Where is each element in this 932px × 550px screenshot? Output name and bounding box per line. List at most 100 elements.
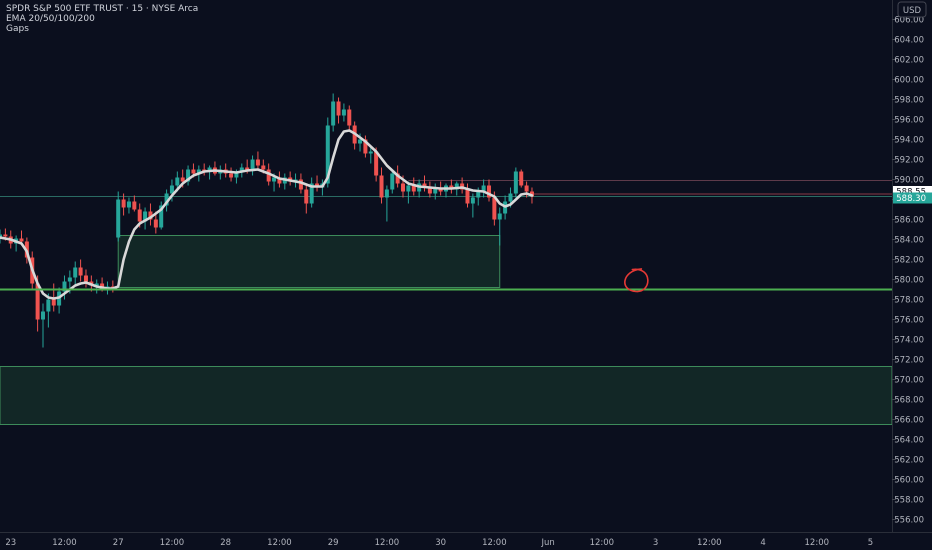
x-tick-label: 12:00 [160, 538, 185, 548]
candle-body [309, 183, 314, 204]
candle-body [40, 311, 45, 320]
y-axis[interactable]: 606.00 604.00 602.00 600.00 598.00 596.00 594.… [892, 0, 932, 550]
candle-body [164, 193, 169, 206]
candle-body [422, 183, 427, 188]
candle-body [325, 125, 330, 184]
candle-body [116, 199, 121, 238]
candle [126, 197, 131, 214]
candle [411, 177, 416, 196]
candle [159, 201, 164, 230]
candle-body [250, 159, 255, 170]
currency-button[interactable] [897, 1, 927, 18]
candle [304, 183, 309, 214]
y-tick-label: 576.00 [894, 316, 924, 326]
candle-body [3, 234, 8, 237]
candle-body [379, 175, 384, 198]
y-tick-label: 566.00 [894, 416, 924, 426]
gaps-label[interactable]: Gaps [6, 24, 29, 34]
candle [121, 193, 126, 216]
candle-body [524, 185, 529, 192]
candle [384, 185, 389, 222]
x-tick-label: 12:00 [482, 538, 507, 548]
x-tick-label: 5 [868, 538, 873, 548]
candle [153, 211, 158, 234]
candle [465, 183, 470, 208]
candle [73, 261, 78, 286]
indicator-label[interactable]: EMA 20/50/100/200 [6, 14, 95, 24]
gap-zone-1 [117, 235, 501, 288]
candle-body [411, 185, 416, 192]
candle-body [51, 299, 56, 306]
candle [433, 183, 438, 200]
candle-body [277, 177, 282, 184]
candle-body [341, 109, 346, 116]
candle-body [266, 169, 271, 182]
candle-body [358, 139, 363, 144]
candle-body [470, 197, 475, 204]
candle-body [476, 191, 481, 198]
candle [169, 179, 174, 202]
candle-body [508, 193, 513, 202]
y-tick-label: 606.00 [894, 16, 924, 26]
candle-body [169, 185, 174, 194]
candle-body [46, 299, 51, 312]
candle-body [433, 187, 438, 194]
y-tick-label: 574.00 [894, 336, 924, 346]
candle-body [519, 171, 524, 186]
candle-body [19, 238, 24, 242]
candle [83, 269, 88, 288]
chart-title[interactable]: SPDR S&P 500 ETF TRUST · 15 · NYSE Arca [6, 4, 198, 14]
y-tick-label: 584.00 [894, 236, 924, 246]
candle [470, 193, 475, 218]
annotation-circle[interactable] [624, 268, 649, 293]
gap-zones [0, 235, 893, 425]
candle-body [67, 277, 72, 282]
last-price-label: 588.30 [896, 194, 926, 204]
candle-body [384, 189, 389, 198]
candle [331, 93, 336, 132]
y-tick-label: 594.00 [894, 136, 924, 146]
candle-body [191, 169, 196, 174]
candle-body [347, 109, 352, 126]
candle [255, 151, 260, 170]
candle-body [255, 159, 260, 166]
annotation-group [624, 268, 649, 293]
x-tick-label: 28 [220, 538, 231, 548]
candle-body [94, 283, 99, 286]
candle-body [180, 177, 185, 182]
y-tick-label: 556.00 [894, 516, 924, 526]
candle-body [207, 167, 212, 172]
candle-body [331, 101, 336, 126]
x-tick-label: 27 [113, 538, 124, 548]
previous-close-badge [893, 186, 932, 197]
candle [513, 167, 518, 198]
candle-body [153, 219, 158, 228]
candle-body [406, 185, 411, 192]
y-tick-label: 570.00 [894, 376, 924, 386]
candle [0, 229, 2, 244]
candle [309, 177, 314, 208]
candle-body [78, 267, 83, 276]
candle-body [272, 177, 277, 182]
candle-body [100, 283, 105, 289]
last-price-badge [893, 192, 932, 204]
y-tick-label: 596.00 [894, 116, 924, 126]
candle [347, 105, 352, 132]
candle [336, 97, 341, 124]
currency-button-label: USD [903, 6, 922, 16]
candle-body [234, 171, 239, 178]
x-tick-label: 4 [760, 538, 765, 548]
candle-body [363, 139, 368, 154]
x-axis[interactable]: 23 12:00 27 12:00 28 12:00 29 12:00 30 12:00 Jun 12… [0, 532, 932, 550]
candle-body [427, 187, 432, 194]
candle-body [245, 167, 250, 170]
candle-body [374, 151, 379, 176]
candle [40, 303, 45, 348]
y-tick-label: 598.00 [894, 96, 924, 106]
y-tick-label: 564.00 [894, 436, 924, 446]
candle-body [368, 151, 373, 154]
x-axis-panel [0, 532, 932, 550]
candle [427, 181, 432, 198]
